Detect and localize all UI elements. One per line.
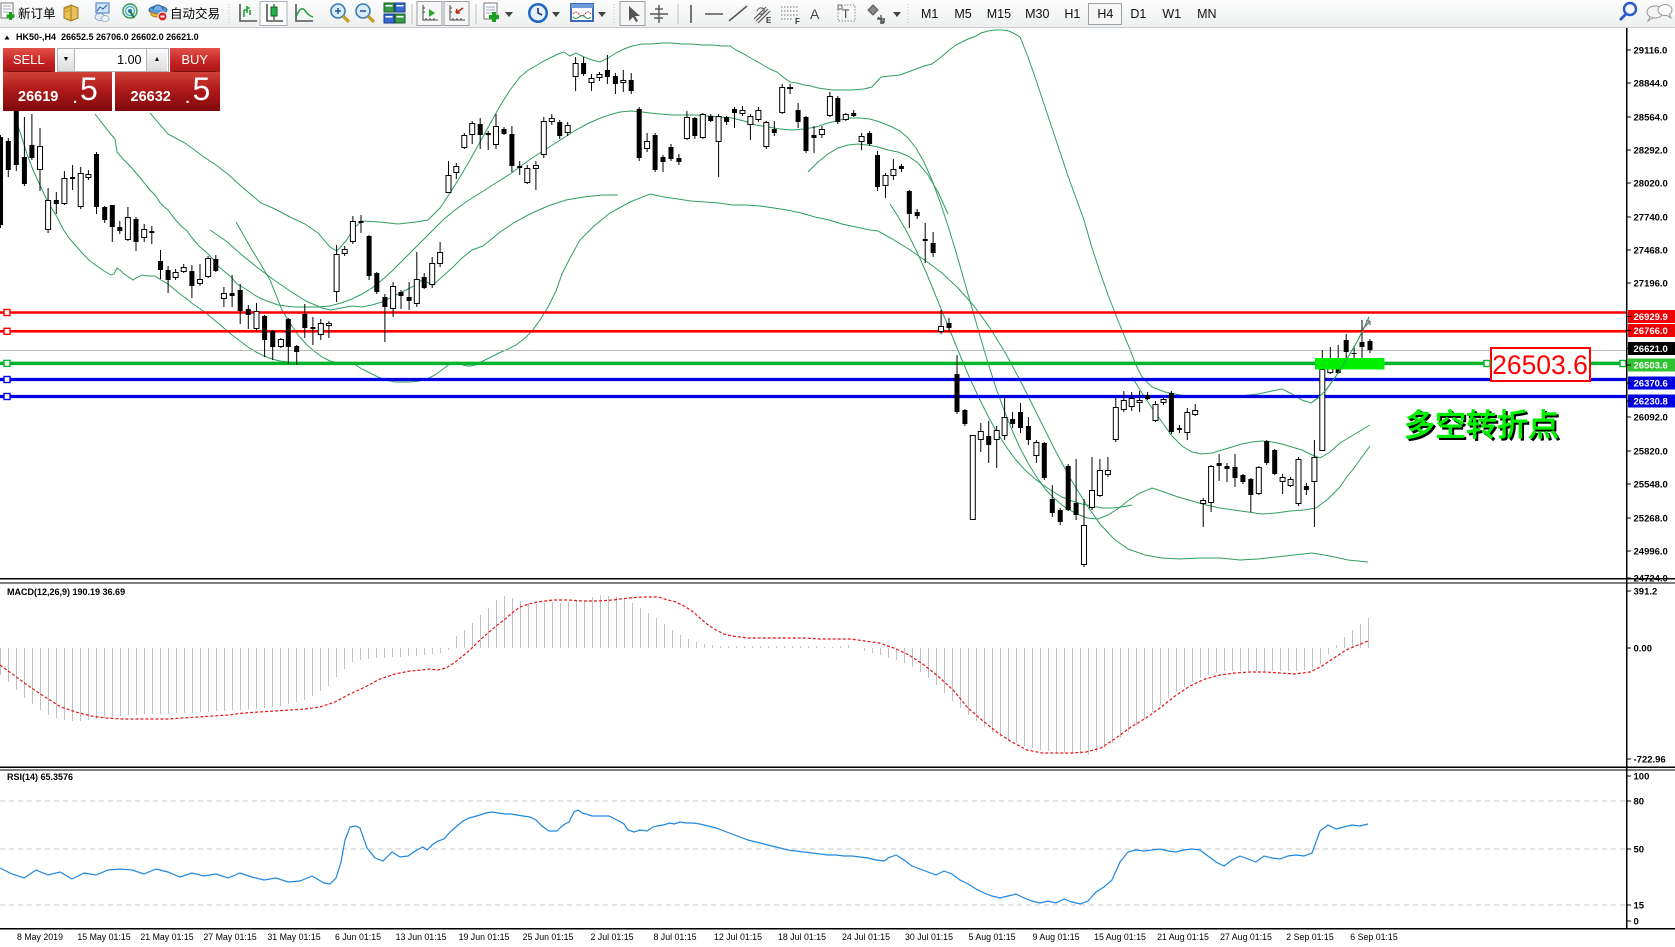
svg-text:多空转折点: 多空转折点	[1404, 408, 1559, 443]
svg-text:28564.0: 28564.0	[1634, 113, 1668, 124]
svg-text:RSI(14) 65.3576: RSI(14) 65.3576	[7, 772, 73, 782]
svg-text:T: T	[842, 7, 850, 21]
svg-text:25820.0: 25820.0	[1634, 447, 1668, 458]
svg-text:12 Jul 01:15: 12 Jul 01:15	[714, 932, 762, 942]
svg-text:2 Jul 01:15: 2 Jul 01:15	[590, 932, 633, 942]
svg-text:19 Jun 01:15: 19 Jun 01:15	[459, 932, 510, 942]
svg-text:A: A	[810, 6, 820, 22]
svg-text:0: 0	[1634, 917, 1639, 928]
svg-text:2 Sep 01:15: 2 Sep 01:15	[1286, 932, 1334, 942]
svg-text:29116.0: 29116.0	[1634, 46, 1668, 57]
svg-text:28292.0: 28292.0	[1634, 146, 1668, 157]
svg-text:新订单: 新订单	[18, 6, 56, 21]
svg-text:26370.6: 26370.6	[1634, 379, 1668, 390]
svg-text:27 May 01:15: 27 May 01:15	[203, 932, 256, 942]
svg-text:-722.96: -722.96	[1634, 755, 1666, 766]
svg-text:0.00: 0.00	[1634, 644, 1653, 655]
svg-text:24996.0: 24996.0	[1634, 547, 1668, 558]
svg-text:80: 80	[1634, 797, 1645, 808]
svg-text:自动交易: 自动交易	[170, 6, 220, 21]
svg-text:6 Sep 01:15: 6 Sep 01:15	[1350, 932, 1398, 942]
svg-text:9 Aug 01:15: 9 Aug 01:15	[1033, 932, 1080, 942]
svg-text:15 May 01:15: 15 May 01:15	[77, 932, 130, 942]
svg-text:27740.0: 27740.0	[1634, 213, 1668, 224]
svg-text:27 Aug 01:15: 27 Aug 01:15	[1220, 932, 1272, 942]
svg-text:391.2: 391.2	[1634, 587, 1658, 598]
svg-text:8 May 2019: 8 May 2019	[17, 932, 63, 942]
svg-text:28844.0: 28844.0	[1634, 79, 1668, 90]
svg-text:26092.0: 26092.0	[1634, 413, 1668, 424]
svg-text:26503.6: 26503.6	[1634, 361, 1668, 372]
svg-text:27468.0: 27468.0	[1634, 246, 1668, 257]
svg-text:27196.0: 27196.0	[1634, 279, 1668, 290]
svg-text:多空转折点: 多空转折点	[1406, 410, 1561, 445]
svg-text:E: E	[766, 16, 772, 25]
svg-text:21 Aug 01:15: 21 Aug 01:15	[1157, 932, 1209, 942]
svg-text:13 Jun 01:15: 13 Jun 01:15	[396, 932, 447, 942]
svg-text:31 May 01:15: 31 May 01:15	[267, 932, 320, 942]
svg-text:26621.0: 26621.0	[1634, 344, 1668, 355]
svg-text:25548.0: 25548.0	[1634, 480, 1668, 491]
svg-text:25 Jun 01:15: 25 Jun 01:15	[523, 932, 574, 942]
svg-text:26230.8: 26230.8	[1634, 397, 1668, 408]
svg-text:26929.9: 26929.9	[1634, 312, 1668, 323]
svg-text:HK50-,H4 26652.5 26706.0 2660: HK50-,H4 26652.5 26706.0 26602.0 26621.0	[16, 32, 199, 42]
svg-text:18 Jul 01:15: 18 Jul 01:15	[778, 932, 826, 942]
svg-text:26766.0: 26766.0	[1634, 326, 1668, 337]
svg-text:28020.0: 28020.0	[1634, 179, 1668, 190]
svg-text:100: 100	[1634, 772, 1650, 783]
svg-text:F: F	[795, 17, 800, 26]
svg-text:24 Jul 01:15: 24 Jul 01:15	[842, 932, 890, 942]
svg-text:26503.6: 26503.6	[1492, 350, 1588, 380]
svg-text:30 Jul 01:15: 30 Jul 01:15	[905, 932, 953, 942]
svg-text:6 Jun 01:15: 6 Jun 01:15	[335, 932, 381, 942]
svg-text:15: 15	[1634, 901, 1645, 912]
svg-text:24724.0: 24724.0	[1634, 574, 1668, 585]
svg-text:25268.0: 25268.0	[1634, 514, 1668, 525]
svg-text:21 May 01:15: 21 May 01:15	[140, 932, 193, 942]
svg-text:MACD(12,26,9) 190.19 36.69: MACD(12,26,9) 190.19 36.69	[7, 587, 125, 597]
svg-text:15 Aug 01:15: 15 Aug 01:15	[1094, 932, 1146, 942]
svg-text:50: 50	[1634, 845, 1645, 856]
svg-text:8 Jul 01:15: 8 Jul 01:15	[653, 932, 696, 942]
svg-text:5 Aug 01:15: 5 Aug 01:15	[969, 932, 1016, 942]
